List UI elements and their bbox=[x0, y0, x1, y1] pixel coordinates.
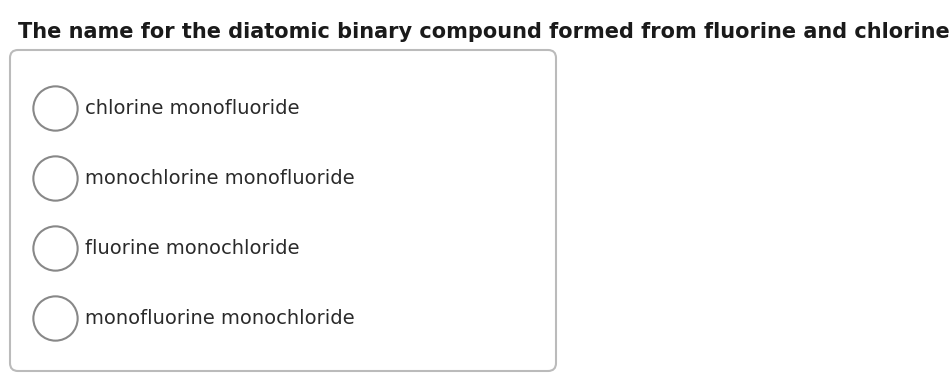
FancyBboxPatch shape bbox=[10, 50, 556, 371]
Text: fluorine monochloride: fluorine monochloride bbox=[85, 238, 299, 258]
Point bbox=[48, 315, 63, 321]
Point bbox=[48, 105, 63, 111]
Text: monofluorine monochloride: monofluorine monochloride bbox=[85, 308, 354, 327]
Text: chlorine monofluoride: chlorine monofluoride bbox=[85, 99, 299, 117]
Text: monochlorine monofluoride: monochlorine monofluoride bbox=[85, 168, 354, 188]
Point bbox=[48, 175, 63, 181]
Point bbox=[48, 245, 63, 251]
Text: The name for the diatomic binary compound formed from fluorine and chlorine is: The name for the diatomic binary compoun… bbox=[18, 22, 950, 42]
